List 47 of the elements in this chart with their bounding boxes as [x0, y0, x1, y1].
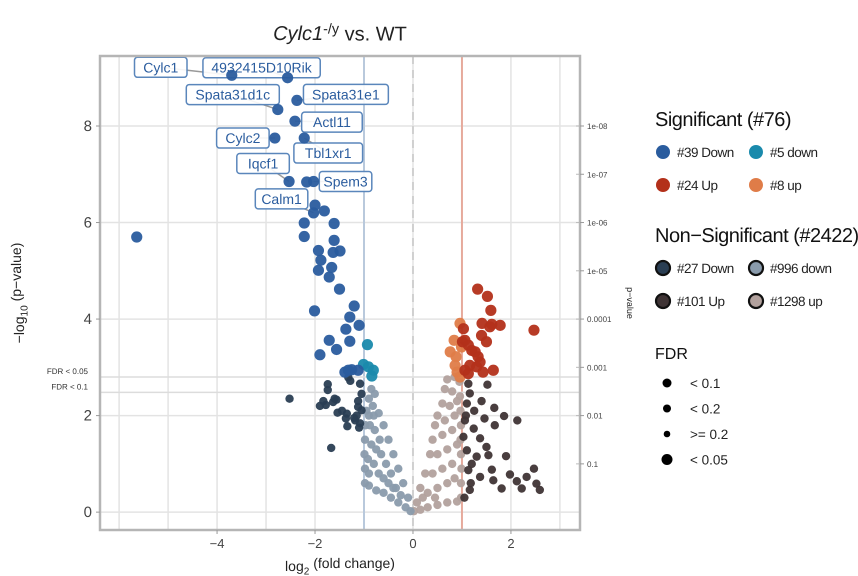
text: >= 0.2 — [690, 427, 728, 442]
legend-label: #8 up — [770, 178, 802, 193]
x-tick-label: −2 — [308, 536, 322, 551]
legend-label: #5 down — [770, 145, 818, 160]
y-tick-label: 8 — [84, 118, 92, 135]
legend-label: #1298 up — [770, 294, 822, 309]
y2-tick-label: 0.1 — [587, 460, 599, 469]
annotation: Tbl1xr1 — [304, 145, 352, 162]
legend-label: #27 Down — [677, 261, 734, 276]
y-tick-label: 2 — [84, 408, 92, 425]
text: FDR — [655, 346, 688, 363]
x-tick-label: −4 — [210, 536, 224, 551]
y2-tick-label: 1e-05 — [587, 266, 608, 276]
annotation: Iqcf1 — [248, 156, 278, 172]
legend-label: #101 Up — [677, 294, 725, 309]
legend-label: #996 down — [770, 261, 832, 276]
text: < 0.1 — [690, 376, 720, 391]
y2-tick-label: 0.0001 — [587, 315, 612, 324]
chart-title: Cylc1$^{-/y}$ vs. WT — [273, 22, 407, 46]
annotation: Cylc1 — [143, 59, 178, 76]
text: < 0.2 — [690, 402, 720, 416]
text: Non−Significant (#2422) — [655, 225, 858, 247]
y-tick-label: 6 — [84, 214, 92, 232]
y2-axis-title: p−value — [625, 287, 635, 319]
text: Significant (#76) — [655, 109, 792, 131]
text: < 0.05 — [690, 452, 728, 468]
annotation: Spem3 — [323, 174, 368, 190]
y2-tick-label: 1e-06 — [587, 218, 608, 228]
ref-line-label: FDR < 0.05 — [46, 366, 89, 376]
annotation: 4932415D10Rik — [211, 60, 313, 76]
annotation: Calm1 — [261, 190, 302, 207]
legend-label: #39 Down — [677, 145, 734, 160]
annotation: Actl11 — [313, 114, 352, 130]
y2-tick-label: 0.01 — [587, 412, 604, 421]
y-tick-label: 0 — [84, 504, 92, 522]
x-tick-label: 2 — [507, 536, 515, 551]
y2-tick-label: 1e-07 — [587, 170, 608, 180]
y2-tick-label: 1e-08 — [587, 122, 608, 131]
annotation: Spata31e1 — [312, 86, 380, 102]
x-tick-label: 0 — [409, 536, 417, 551]
ref-line-label: FDR < 0.1 — [51, 382, 89, 392]
annotation: Spata31d1c — [195, 86, 270, 103]
x-axis-title: log$_{2}$ (fold change) — [285, 555, 395, 576]
y-tick-label: 4 — [84, 311, 92, 328]
legend-label: #24 Up — [677, 178, 718, 193]
y2-tick-label: 0.001 — [587, 363, 608, 372]
annotation: Cylc2 — [225, 130, 261, 146]
